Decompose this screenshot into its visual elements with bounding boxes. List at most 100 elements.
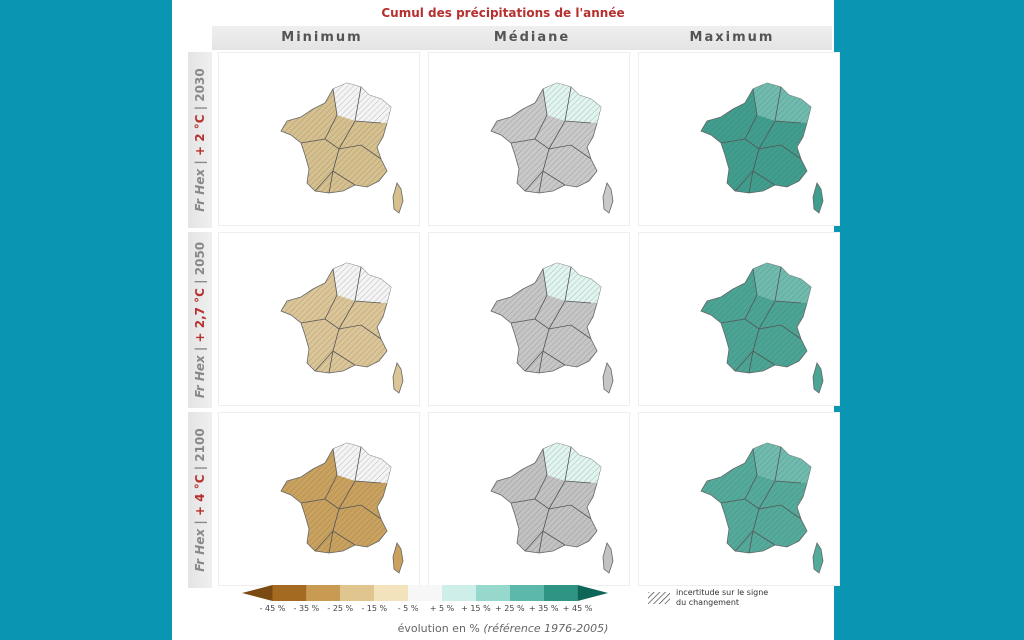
region-border: [774, 300, 802, 304]
hatch-pattern-icon: [648, 592, 670, 604]
region-border: [324, 448, 338, 500]
legend-tick-label: - 25 %: [327, 604, 354, 613]
map-cell: [428, 52, 630, 226]
row-year: | 2100: [193, 428, 207, 471]
region-border: [734, 530, 776, 552]
legend-tick-label: + 45 %: [562, 604, 593, 613]
row-prefix: Fr Hex |: [193, 160, 207, 212]
hatch-legend-text: incertitude sur le signe du changement: [676, 588, 816, 608]
region-border: [524, 350, 566, 372]
france-map: [700, 442, 824, 574]
uncertainty-hatch: [491, 443, 601, 553]
legend-axis-label: évolution en % (référence 1976-2005): [172, 622, 834, 635]
row-temperature: + 2 °C: [193, 114, 207, 157]
region-border: [534, 88, 548, 140]
uncertainty-hatch: [701, 443, 811, 553]
map-cell: [218, 52, 420, 226]
region-border: [354, 480, 382, 484]
legend-tick-label: + 35 %: [528, 604, 559, 613]
region-border: [774, 120, 802, 124]
legend-ticks: - 45 % - 35 % - 25 % - 15 % - 5 % + 5 % + 15 %…: [242, 604, 642, 616]
row-prefix: Fr Hex |: [193, 520, 207, 572]
column-headers: Minimum Médiane Maximum: [212, 26, 832, 50]
region-border: [744, 448, 758, 500]
row-year: | 2030: [193, 68, 207, 111]
region-border: [744, 88, 758, 140]
legend-swatch: [340, 585, 375, 601]
map-cell: [218, 232, 420, 406]
figure-panel: Cumul des précipitations de l'année Mini…: [172, 0, 840, 640]
map-cell: [218, 412, 420, 586]
legend-swatch: [272, 585, 307, 601]
legend-swatch: [509, 585, 544, 601]
axis-label-main: évolution en %: [397, 622, 480, 635]
france-map: [700, 262, 824, 394]
row-header-2050: Fr Hex | + 2,7 °C | 2050: [188, 232, 212, 408]
france-map: [490, 262, 614, 394]
uncertainty-hatch: [491, 83, 601, 193]
france-map: [490, 442, 614, 574]
row-prefix: Fr Hex |: [193, 346, 207, 399]
france-map: [280, 442, 404, 574]
corsica: [602, 182, 614, 214]
row-temperature: + 2,7 °C: [193, 288, 207, 343]
region-border: [534, 448, 548, 500]
map-cell: [638, 232, 840, 406]
color-legend: [242, 585, 642, 601]
region-border: [354, 300, 382, 304]
legend-swatch: [374, 585, 409, 601]
region-border: [564, 480, 592, 484]
legend-tick-label: + 5 %: [429, 604, 455, 613]
column-header-median: Médiane: [493, 30, 571, 45]
corsica: [392, 542, 404, 574]
legend-tick-label: - 35 %: [293, 604, 320, 613]
hatch-label-line2: du changement: [676, 598, 740, 607]
column-header-minimum: Minimum: [281, 30, 363, 45]
region-border: [564, 120, 592, 124]
region-border: [354, 120, 382, 124]
corsica: [812, 362, 824, 394]
column-header-maximum: Maximum: [689, 30, 775, 45]
legend-swatch: [306, 585, 341, 601]
legend-tick-label: - 15 %: [361, 604, 388, 613]
region-border: [324, 88, 338, 140]
row-header-2100: Fr Hex | + 4 °C | 2100: [188, 412, 212, 588]
corsica: [602, 362, 614, 394]
uncertainty-hatch: [281, 443, 391, 553]
map-cell: [638, 52, 840, 226]
legend-tick-label: + 25 %: [494, 604, 525, 613]
region-border: [744, 268, 758, 320]
row-temperature: + 4 °C: [193, 474, 207, 517]
region-border: [734, 170, 776, 192]
map-cell: [638, 412, 840, 586]
legend-swatch: [408, 585, 442, 601]
region-border: [524, 530, 566, 552]
legend-tick-label: + 15 %: [461, 604, 491, 613]
uncertainty-hatch: [491, 263, 601, 373]
figure-title: Cumul des précipitations de l'année: [381, 6, 625, 20]
row-year: | 2050: [193, 241, 207, 284]
uncertainty-hatch: [281, 263, 391, 373]
legend-swatch: [475, 585, 510, 601]
region-border: [524, 170, 566, 192]
region-border: [314, 350, 356, 372]
legend-tick-label: - 5 %: [397, 604, 419, 613]
corsica: [812, 182, 824, 214]
region-border: [564, 300, 592, 304]
region-border: [734, 350, 776, 372]
region-border: [314, 530, 356, 552]
map-cell: [428, 412, 630, 586]
legend-swatch: [442, 585, 476, 601]
region-border: [324, 268, 338, 320]
uncertainty-hatch: [281, 83, 391, 193]
map-cell: [428, 232, 630, 406]
region-border: [534, 268, 548, 320]
color-scale-bar: [242, 585, 609, 601]
legend-tick-label: - 45 %: [259, 604, 286, 613]
uncertainty-hatch: [701, 83, 811, 193]
row-header-2030: Fr Hex | + 2 °C | 2030: [188, 52, 212, 228]
legend-swatch: [577, 585, 609, 601]
france-map: [280, 262, 404, 394]
france-map: [700, 82, 824, 214]
axis-label-reference: (référence 1976-2005): [483, 622, 609, 635]
